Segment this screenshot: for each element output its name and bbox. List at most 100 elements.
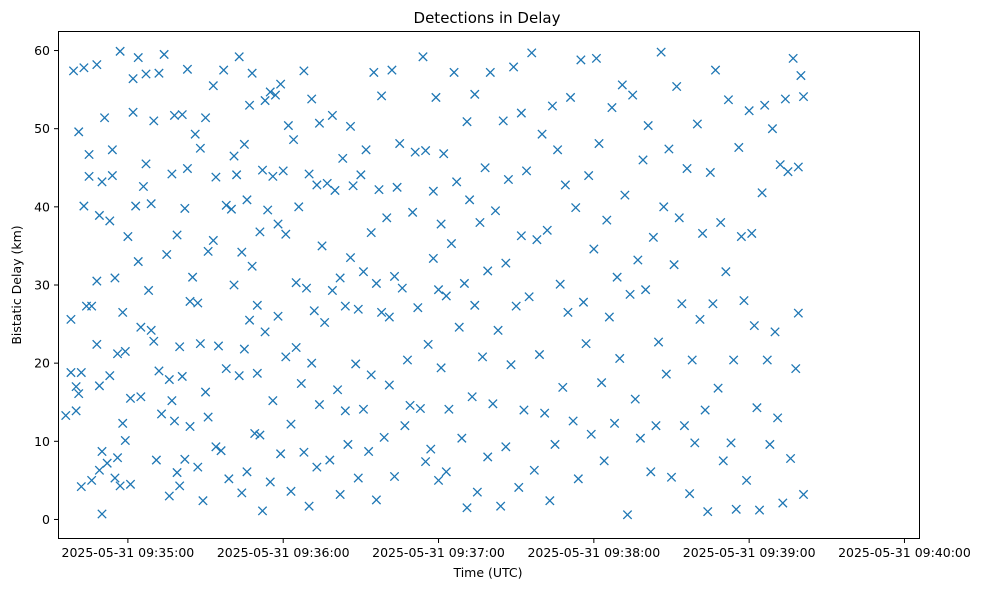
data-point [783, 167, 793, 177]
data-point [682, 163, 692, 174]
data-point [677, 299, 687, 309]
data-point [172, 230, 182, 240]
data-point [71, 406, 81, 416]
x-tick-label: 2025-05-31 09:36:00 [217, 545, 350, 560]
data-point [625, 289, 635, 300]
data-point [692, 119, 703, 129]
data-point [187, 272, 198, 282]
data-point [353, 473, 363, 483]
data-point [550, 439, 560, 450]
data-point [263, 205, 273, 215]
data-point [105, 216, 115, 226]
chart-title: Detections in Delay [414, 9, 561, 27]
data-point [345, 121, 356, 132]
y-tick-label: 20 [34, 356, 50, 371]
data-point [301, 283, 312, 293]
data-point [615, 353, 625, 364]
data-point [224, 474, 234, 484]
data-point [185, 296, 195, 307]
data-point [231, 170, 242, 180]
data-point [563, 307, 573, 318]
data-point [242, 195, 252, 205]
data-point [167, 396, 177, 406]
data-point [485, 67, 495, 78]
data-point [666, 472, 677, 482]
data-point [260, 327, 270, 337]
data-point [679, 421, 690, 431]
data-point [257, 506, 268, 516]
data-point [193, 298, 203, 308]
data-point [338, 153, 348, 164]
data-point [726, 438, 736, 448]
data-point [193, 462, 203, 472]
data-point [200, 113, 211, 123]
data-point [123, 231, 133, 242]
data-point [177, 371, 187, 382]
data-point [260, 95, 270, 106]
data-point [136, 322, 146, 332]
data-point [653, 337, 664, 347]
data-point [84, 171, 94, 182]
data-point [757, 188, 767, 198]
data-point [508, 62, 519, 72]
data-point [128, 107, 138, 117]
data-point [281, 352, 291, 362]
data-point [796, 70, 806, 81]
data-point [516, 108, 527, 118]
data-point [304, 169, 314, 179]
data-point [270, 90, 281, 100]
data-point [244, 315, 255, 325]
data-point [255, 227, 265, 237]
data-point [211, 172, 221, 182]
data-point [731, 504, 741, 514]
data-point [376, 307, 387, 318]
data-point [208, 81, 218, 91]
data-point [640, 285, 651, 295]
data-point [778, 498, 788, 508]
data-point [558, 382, 568, 393]
data-point [628, 90, 638, 100]
data-point [749, 320, 759, 331]
data-point [268, 396, 278, 406]
data-point [195, 338, 206, 349]
data-point [475, 217, 485, 228]
data-point [125, 479, 136, 489]
data-point [97, 509, 107, 519]
data-point [762, 355, 772, 365]
data-point [534, 349, 545, 360]
data-point [348, 181, 358, 191]
data-point [405, 400, 415, 411]
data-point [143, 285, 154, 296]
data-point [164, 491, 174, 501]
data-point [470, 300, 480, 310]
data-point [312, 180, 322, 190]
data-point [307, 94, 317, 104]
data-point [656, 47, 666, 57]
data-point [244, 100, 255, 110]
x-tick-label: 2025-05-31 09:38:00 [527, 545, 660, 560]
data-point [542, 225, 552, 235]
data-point [226, 204, 237, 214]
y-tick-label: 60 [34, 43, 50, 58]
data-point [436, 363, 446, 373]
data-point [462, 503, 472, 513]
data-point [234, 52, 244, 62]
data-point [798, 91, 809, 102]
data-point [713, 383, 723, 393]
data-point [92, 59, 102, 70]
data-point [200, 387, 211, 397]
data-point [721, 267, 731, 277]
data-point [379, 432, 389, 443]
data-point [511, 301, 521, 311]
data-point [643, 120, 653, 131]
data-point [110, 473, 120, 483]
data-point [361, 145, 371, 155]
data-point [420, 456, 431, 467]
data-point [278, 166, 288, 176]
data-point [785, 453, 796, 464]
data-point [366, 370, 376, 380]
data-point [741, 475, 752, 486]
data-point [84, 149, 94, 160]
data-point [68, 66, 79, 76]
x-tick-label: 2025-05-31 09:35:00 [62, 545, 195, 560]
